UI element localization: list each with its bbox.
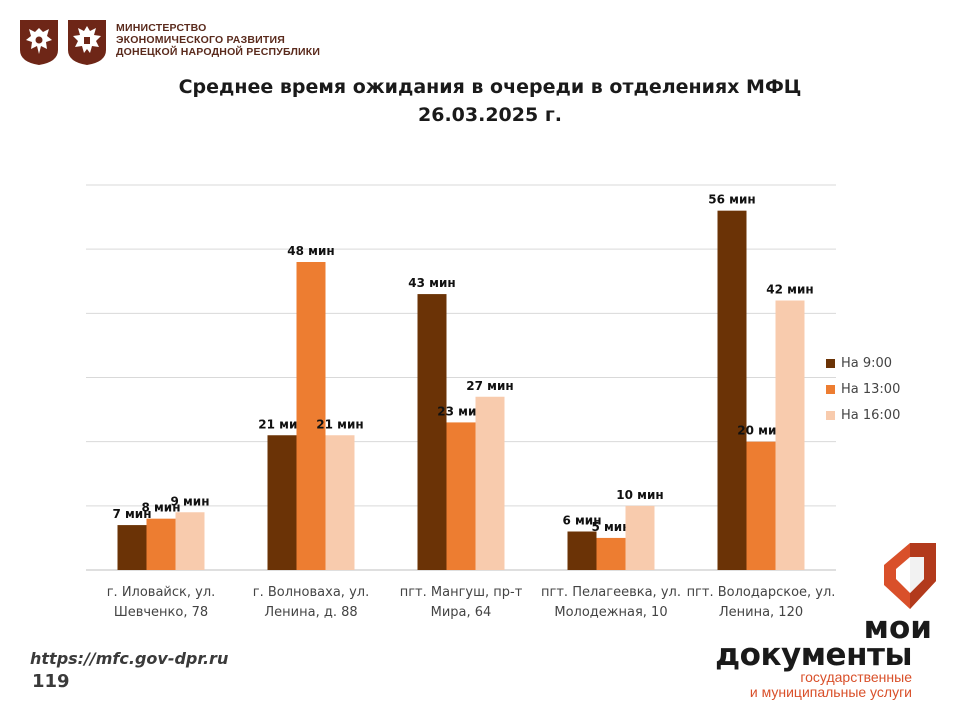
legend-swatch <box>826 410 835 420</box>
bar <box>446 422 476 570</box>
bar <box>417 294 447 570</box>
bar <box>175 512 205 570</box>
legend-item: На 13:00 <box>826 376 900 402</box>
legend-label: На 16:00 <box>841 407 901 423</box>
data-label: 43 мин <box>408 276 455 290</box>
mfc-logo-icon <box>880 541 938 611</box>
bar <box>567 531 597 570</box>
data-label: 20 мин <box>737 424 784 438</box>
ministry-line: ДОНЕЦКОЙ НАРОДНОЙ РЕСПУБЛИКИ <box>116 46 321 58</box>
ministry-line: ЭКОНОМИЧЕСКОГО РАЗВИТИЯ <box>116 34 286 46</box>
data-label: 10 мин <box>616 488 663 502</box>
chart-title-date: 26.03.2025 г. <box>418 104 562 126</box>
bar <box>296 262 326 570</box>
category-label: пгт. Пелагеевка, ул. <box>541 585 681 600</box>
dpr-emblem-icon <box>66 18 108 66</box>
data-label: 5 мин <box>591 520 630 534</box>
bar <box>475 396 505 570</box>
category-label: г. Иловайск, ул. <box>107 585 216 600</box>
bar <box>146 518 176 570</box>
brand-word-documents: документы <box>715 637 912 673</box>
category-label: Ленина, д. 88 <box>264 605 357 620</box>
bar <box>117 525 147 570</box>
data-label: 9 мин <box>170 494 209 508</box>
legend-item: На 16:00 <box>826 402 900 428</box>
bar <box>325 435 355 570</box>
legend-label: На 9:00 <box>841 355 893 371</box>
category-label: Мира, 64 <box>431 605 492 620</box>
legend-label: На 13:00 <box>841 381 901 397</box>
brand-tagline-line: государственные <box>800 669 912 685</box>
bar <box>625 505 655 570</box>
brand-tagline-line: и муниципальные услуги <box>749 684 912 700</box>
data-label: 48 мин <box>287 244 334 258</box>
bar <box>775 300 805 570</box>
category-label: г. Волноваха, ул. <box>253 585 369 600</box>
bar <box>746 441 776 570</box>
chart-title-line: Среднее время ожидания в очереди в отдел… <box>178 76 802 98</box>
bar <box>717 210 747 570</box>
legend-swatch <box>826 384 835 394</box>
chart-title: Среднее время ожидания в очереди в отдел… <box>120 73 860 129</box>
russia-emblem-icon <box>18 18 60 66</box>
chart-legend: На 9:00 На 13:00 На 16:00 <box>826 350 900 428</box>
data-label: 42 мин <box>766 283 813 297</box>
data-label: 21 мин <box>316 417 363 431</box>
category-label: Шевченко, 78 <box>114 605 208 620</box>
category-label: Ленина, 120 <box>719 605 803 620</box>
bar <box>267 435 297 570</box>
data-label: 23 мин <box>437 404 484 418</box>
ministry-line: МИНИСТЕРСТВО <box>116 22 207 34</box>
ministry-name: МИНИСТЕРСТВО ЭКОНОМИЧЕСКОГО РАЗВИТИЯ ДОН… <box>116 22 356 58</box>
bar <box>596 537 626 570</box>
data-label: 7 мин <box>112 507 151 521</box>
category-label: пгт. Мангуш, пр-т <box>400 585 523 600</box>
category-label: Молодежная, 10 <box>554 605 667 620</box>
website-link[interactable]: https://mfc.gov-dpr.ru <box>30 649 229 668</box>
data-label: 8 мин <box>141 501 180 515</box>
legend-swatch <box>826 358 835 368</box>
data-label: 56 мин <box>708 193 755 207</box>
legend-item: На 9:00 <box>826 350 900 376</box>
data-label: 27 мин <box>466 379 513 393</box>
brand-tagline: государственные и муниципальные услуги <box>690 670 912 700</box>
data-label: 6 мин <box>562 514 601 528</box>
data-label: 21 мин <box>258 417 305 431</box>
category-label: пгт. Володарское, ул. <box>687 585 836 600</box>
brand-word-moi: мои <box>863 610 932 646</box>
page-number: 119 <box>32 671 70 692</box>
